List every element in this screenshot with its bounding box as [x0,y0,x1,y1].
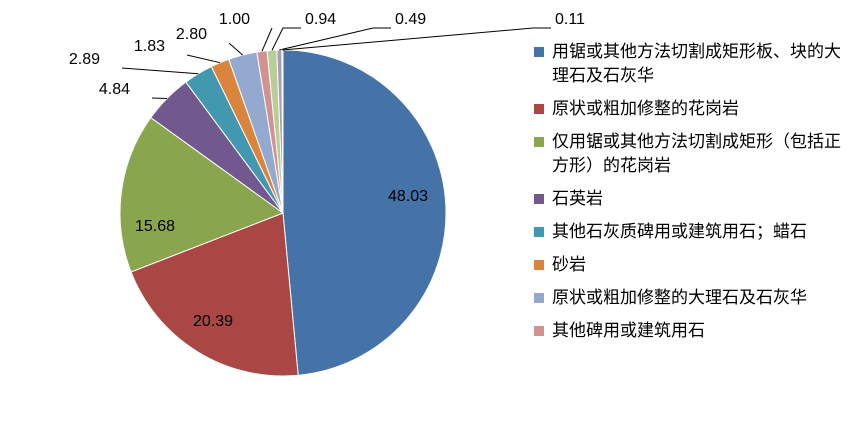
data-label: 1.83 [134,38,165,55]
legend-swatch [534,194,544,204]
legend-swatch [534,137,544,147]
data-label: 4.84 [99,81,130,98]
pie-slice [119,116,285,273]
legend-label: 原状或粗加修整的大理石及石灰华 [552,288,807,308]
legend-item: 砂岩 [532,253,857,277]
data-label: 2.89 [69,51,100,68]
legend-swatch [534,104,544,114]
data-label: 0.11 [555,11,585,28]
legend-swatch [534,227,544,237]
data-label: 0.49 [395,11,426,28]
leader-line [261,27,273,52]
leader-line [121,67,199,75]
legend-item: 用锯或其他方法切割成矩形板、块的大理石及石灰华 [532,40,857,88]
legend-swatch [534,326,544,336]
legend-label: 石英岩 [552,189,603,209]
leader-line [186,54,221,64]
data-label: 1.00 [219,11,250,28]
legend-label: 其他碑用或建筑用石 [552,321,705,341]
leader-line [228,42,243,56]
leader-line [151,97,167,100]
legend-item: 其他石灰质碑用或建筑用石；蜡石 [532,220,857,244]
legend-item: 其他碑用或建筑用石 [532,319,857,343]
data-label: 20.39 [193,313,233,330]
legend-item: 原状或粗加修整的大理石及石灰华 [532,286,857,310]
legend-swatch [534,47,544,57]
legend-label: 原状或粗加修整的花岗岩 [552,99,739,119]
legend-label: 仅用锯或其他方法切割成矩形（包括正方形）的花岗岩 [552,132,841,176]
legend-item: 仅用锯或其他方法切割成矩形（包括正方形）的花岗岩 [532,130,857,178]
leader-line [279,27,391,51]
legend-item: 原状或粗加修整的花岗岩 [532,97,857,121]
legend-label: 砂岩 [552,255,586,275]
legend-label: 用锯或其他方法切割成矩形板、块的大理石及石灰华 [552,42,841,86]
data-label: 15.68 [135,218,175,235]
data-label: 0.94 [305,11,336,28]
legend-swatch [534,293,544,303]
legend-label: 其他石灰质碑用或建筑用石；蜡石 [552,222,807,242]
legend-item: 石英岩 [532,187,857,211]
pie-slice [282,49,447,376]
leader-line [271,27,301,51]
data-label: 2.80 [176,26,207,43]
leader-line [282,27,551,51]
legend: 用锯或其他方法切割成矩形板、块的大理石及石灰华原状或粗加修整的花岗岩仅用锯或其他… [532,40,857,352]
data-label: 48.03 [388,188,428,205]
pie-slice [130,212,299,377]
legend-swatch [534,260,544,270]
